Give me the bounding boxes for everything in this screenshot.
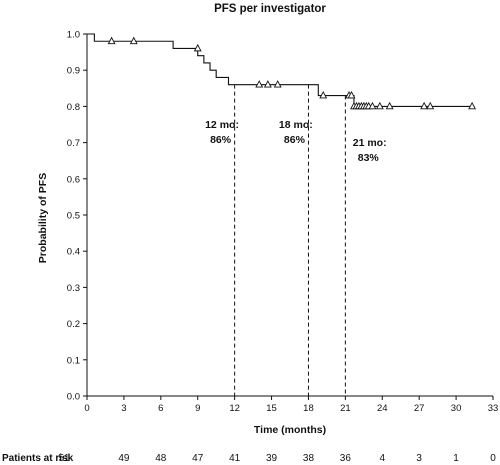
risk-count: 1 [453, 453, 459, 464]
risk-count: 36 [340, 453, 352, 464]
risk-count: 41 [229, 453, 241, 464]
y-tick-label: 0.7 [67, 138, 80, 149]
censor-mark [129, 36, 138, 45]
x-tick-label: 24 [377, 403, 388, 414]
censor-mark [273, 80, 282, 88]
risk-count: 3 [416, 453, 422, 464]
y-tick-label: 0.1 [67, 355, 80, 366]
y-axis-label: Probability of PFS [37, 173, 49, 263]
km-step-line [87, 33, 475, 107]
censor-marks [107, 36, 477, 110]
risk-count: 4 [379, 453, 385, 464]
y-tick-label: 0.0 [67, 392, 80, 403]
annotation-value: 86% [284, 134, 306, 146]
y-tick-label: 0.6 [67, 174, 80, 185]
censor-mark [426, 101, 435, 110]
censor-mark [420, 101, 429, 110]
x-tick-label: 15 [266, 403, 277, 414]
annotations: 12 mo: 86% 18 mo: 86% 21 mo: 83% [205, 119, 386, 164]
axes: 0 3 6 9 12 15 18 21 24 27 30 33 0.0 0.1 0.2 0.3 0.4 0.5 0.… [67, 30, 499, 415]
risk-count: 39 [266, 453, 278, 464]
x-tick-label: 18 [303, 403, 314, 414]
x-tick-label: 30 [451, 403, 462, 414]
censor-mark [107, 36, 116, 45]
x-axis-label: Time (months) [254, 424, 326, 436]
km-curve [87, 33, 475, 107]
risk-count: 49 [118, 453, 130, 464]
reference-lines [234, 84, 346, 396]
censor-mark [255, 80, 264, 88]
annotation-label: 21 mo: [353, 137, 387, 149]
censor-mark [368, 101, 377, 110]
risk-count: 48 [155, 453, 167, 464]
censor-mark [468, 101, 477, 110]
y-tick-label: 0.2 [67, 319, 80, 330]
risk-table: Patients at risk 51 49 48 47 41 39 38 36 4 3 1 0 [2, 453, 496, 464]
y-tick-label: 1.0 [67, 30, 80, 41]
x-tick-label: 21 [340, 403, 351, 414]
y-tick-label: 0.4 [67, 247, 80, 258]
censor-mark [193, 43, 202, 52]
risk-count: 38 [303, 453, 315, 464]
y-tick-label: 0.3 [67, 283, 80, 294]
risk-table-label: Patients at risk [2, 453, 74, 464]
y-tick-label: 0.9 [67, 66, 80, 77]
risk-count: 47 [192, 453, 204, 464]
y-tick-label: 0.5 [67, 211, 80, 222]
annotation-label: 12 mo: [205, 119, 239, 131]
censor-mark [319, 90, 328, 99]
censor-mark [385, 101, 394, 110]
censor-mark [347, 90, 356, 99]
annotation-value: 83% [358, 152, 380, 164]
chart-title: PFS per investigator [214, 3, 326, 15]
risk-count: 51 [58, 453, 70, 464]
risk-count: 0 [490, 453, 496, 464]
censor-mark [375, 101, 384, 110]
x-tick-label: 27 [414, 403, 425, 414]
x-tick-label: 3 [121, 403, 126, 414]
annotation-value: 86% [210, 134, 232, 146]
x-tick-label: 33 [488, 403, 499, 414]
y-tick-label: 0.8 [67, 102, 80, 113]
x-tick-label: 0 [84, 403, 89, 414]
x-tick-label: 12 [229, 403, 240, 414]
annotation-label: 18 mo: [279, 119, 313, 131]
censor-mark [263, 80, 272, 88]
x-tick-label: 6 [158, 403, 163, 414]
x-tick-label: 9 [195, 403, 200, 414]
